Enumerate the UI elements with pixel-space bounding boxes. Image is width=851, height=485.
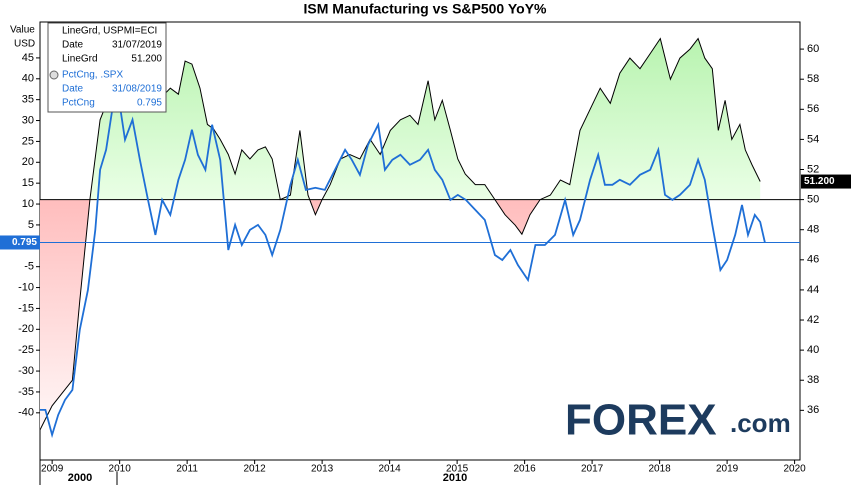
y2-tick-label: 56	[807, 103, 819, 115]
y-tick-label: -15	[18, 302, 34, 314]
tooltip-value: 31/07/2019	[112, 40, 162, 51]
y-tick-label: 15	[22, 177, 34, 189]
tooltip-box	[47, 22, 167, 113]
last-value-label: 51.200	[804, 176, 835, 187]
y2-tick-label: 60	[807, 43, 819, 55]
last-value-box	[0, 235, 40, 250]
y2-tick-label: 48	[807, 224, 819, 236]
x-tick-label: 2017	[581, 464, 604, 475]
y-axis-label: USD	[14, 39, 35, 50]
y-axis-label: Value	[10, 25, 35, 36]
y-tick-label: -20	[18, 323, 34, 335]
y2-tick-label: 38	[807, 374, 819, 386]
x-tick-label: 2015	[446, 464, 469, 475]
y-tick-label: 10	[22, 198, 34, 210]
tooltip-value: 31/08/2019	[112, 84, 162, 95]
y2-tick-label: 54	[807, 133, 819, 145]
tooltip-icon	[49, 70, 59, 80]
y-tick-label: 30	[22, 114, 34, 126]
tooltip-key: PctCng	[62, 98, 95, 109]
chart-title: ISM Manufacturing vs S&P500 YoY%	[304, 1, 548, 17]
x-tick-label: 2014	[379, 464, 402, 475]
series-line	[39, 37, 761, 431]
y-tick-label: 25	[22, 135, 34, 147]
x-tick-label: 2016	[513, 464, 536, 475]
tooltip-key: LineGrd	[62, 54, 98, 65]
y-tick-label: -5	[24, 261, 34, 273]
tooltip-key: Date	[62, 40, 84, 51]
x-tick-label: 2018	[648, 464, 671, 475]
y-tick-label: -30	[18, 365, 34, 377]
logo-suffix: .com	[730, 408, 791, 438]
y2-tick-label: 44	[807, 284, 819, 296]
series-line	[40, 91, 766, 439]
y2-tick-label: 42	[807, 314, 819, 326]
last-value-box	[801, 174, 851, 189]
y-tick-label: -40	[18, 407, 34, 419]
y-tick-label: 35	[22, 94, 34, 106]
tooltip-value: 51.200	[131, 54, 162, 65]
x-tick-label: 2020	[783, 464, 806, 475]
x-tick-label: 2009	[41, 464, 64, 475]
era-label: 2000	[68, 472, 92, 484]
last-value-label: 0.795	[12, 237, 37, 248]
y-tick-label: 40	[22, 73, 34, 85]
era-label: 2010	[443, 472, 467, 484]
tooltip: LineGrd, USPMI=ECI Date 31/07/2019 LineGrd 5…	[47, 22, 167, 113]
y-tick-label: -25	[18, 344, 34, 356]
y2-tick-label: 52	[807, 163, 819, 175]
x-tick-label: 2013	[311, 464, 334, 475]
tooltip-value: 0.795	[137, 98, 162, 109]
x-tick-label: 2012	[244, 464, 267, 475]
y2-tick-label: 40	[807, 344, 819, 356]
tooltip-title: PctCng, .SPX	[62, 70, 123, 81]
y2-tick-label: 36	[807, 404, 819, 416]
y2-tick-label: 50	[807, 194, 819, 206]
x-tick-label: 2011	[176, 464, 198, 475]
y-tick-label: 5	[28, 219, 34, 231]
tooltip-key: Date	[62, 84, 84, 95]
x-tick-label: 2010	[109, 464, 132, 475]
x-tick-label: 2019	[716, 464, 739, 475]
y-tick-label: 20	[22, 156, 34, 168]
y-tick-label: 45	[22, 52, 34, 64]
y-tick-label: -10	[18, 281, 34, 293]
y2-tick-label: 58	[807, 73, 819, 85]
tooltip-title: LineGrd, USPMI=ECI	[62, 26, 157, 37]
y-tick-label: -35	[18, 386, 34, 398]
logo: FOREX	[565, 396, 717, 445]
y2-tick-label: 46	[807, 254, 819, 266]
